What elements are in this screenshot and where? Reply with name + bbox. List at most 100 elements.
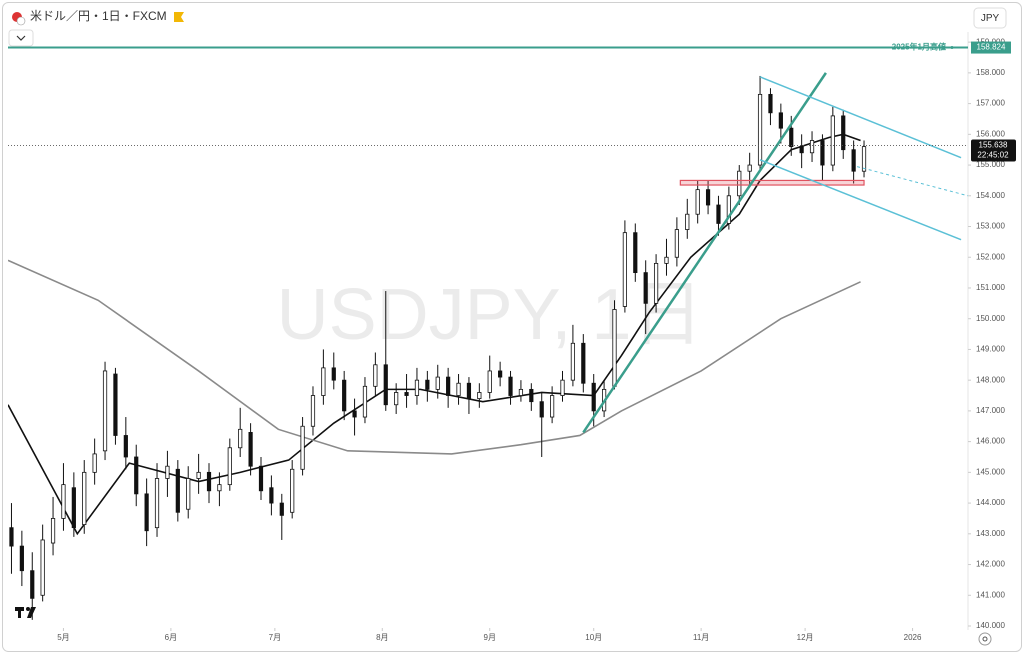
candle-body — [279, 502, 284, 516]
price-line-label: 2025年1月高値 — [892, 42, 946, 52]
candle-body — [248, 432, 253, 467]
candle-body — [747, 164, 752, 172]
candle-body — [258, 465, 264, 492]
candle-body — [300, 425, 305, 470]
y-tick-label: 142.000 — [976, 560, 1005, 569]
candle-body — [154, 478, 160, 529]
candle-body — [310, 395, 316, 427]
y-tick-label: 153.000 — [976, 222, 1005, 231]
candle-body — [633, 232, 638, 274]
candle-body — [113, 373, 118, 436]
candle-body — [71, 487, 76, 529]
y-tick-label: 150.000 — [976, 314, 1005, 323]
candle-body — [809, 140, 815, 154]
candle-body — [394, 392, 399, 406]
candle-body — [487, 370, 492, 393]
candle-body — [82, 471, 87, 525]
y-tick-label: 151.000 — [976, 283, 1005, 292]
candle-body — [789, 127, 794, 148]
candle-body — [581, 342, 586, 384]
candle-body — [508, 376, 513, 396]
candle-body — [841, 115, 846, 151]
candle-body — [238, 428, 243, 449]
x-tick-label: 9月 — [484, 633, 496, 642]
candle-body — [40, 539, 45, 596]
price-badge-value: 158.824 — [977, 43, 1006, 52]
candle-body — [529, 388, 534, 403]
candle-body — [643, 272, 648, 304]
logo-part — [18, 607, 21, 618]
settings-button[interactable] — [978, 632, 992, 646]
candle-body — [227, 447, 232, 486]
chevron — [16, 35, 26, 41]
candle-body — [9, 527, 14, 547]
last-price-value: 155.638 — [979, 141, 1008, 150]
candle-body — [456, 382, 461, 396]
candle-body — [851, 149, 856, 172]
candle-body — [518, 388, 524, 396]
flag-marker — [174, 12, 184, 22]
candle-body — [19, 545, 24, 572]
candle-body — [352, 410, 357, 418]
y-tick-label: 147.000 — [976, 406, 1005, 415]
candle-body — [404, 392, 409, 396]
x-tick-label: 5月 — [57, 633, 69, 642]
y-tick-label: 143.000 — [976, 529, 1005, 538]
trend-line — [759, 76, 962, 159]
candle-body — [498, 370, 503, 378]
candle-body — [778, 112, 783, 129]
candle-body — [539, 401, 544, 418]
y-tick-label: 158.000 — [976, 68, 1005, 77]
x-tick-label: 11月 — [693, 633, 709, 642]
symbol-title: 米ドル／円・1日・FXCM — [30, 9, 167, 23]
candle-body — [830, 115, 835, 166]
candle-body — [342, 379, 347, 412]
candle-body — [144, 493, 149, 532]
y-tick-label: 149.000 — [976, 345, 1005, 354]
candle-body — [362, 385, 368, 418]
settings-icon — [982, 636, 988, 642]
candle-body — [820, 140, 825, 166]
trend-line — [856, 166, 968, 197]
candle-body — [570, 342, 576, 381]
collapse-button[interactable] — [8, 29, 34, 47]
last-price-badge — [971, 139, 1016, 162]
candle-body — [383, 364, 388, 406]
candle-body — [768, 93, 773, 114]
candle-body — [737, 170, 742, 197]
candle-body — [685, 213, 690, 230]
candle-body — [373, 364, 378, 387]
logo-part — [26, 607, 30, 611]
candle-body — [165, 465, 170, 479]
candle-body — [92, 453, 97, 473]
trend-line — [759, 159, 962, 241]
candle-body — [716, 204, 721, 224]
flag-icon — [16, 16, 26, 26]
candle-body — [435, 376, 440, 390]
y-tick-label: 144.000 — [976, 498, 1005, 507]
candle-body — [186, 478, 191, 510]
x-tick-label: 10月 — [585, 633, 602, 642]
candle-body — [861, 146, 867, 172]
candle-body — [321, 367, 326, 396]
candle-body — [560, 379, 565, 396]
y-tick-label: 156.000 — [976, 129, 1005, 138]
last-price-time: 22:45:02 — [977, 151, 1009, 160]
candle-body — [695, 189, 700, 215]
candle-body — [757, 93, 763, 166]
candle-body — [331, 367, 336, 381]
currency-button[interactable] — [973, 7, 1007, 29]
plot — [8, 72, 968, 620]
currency: JPY — [981, 13, 1000, 24]
candle-body — [50, 518, 56, 544]
x-tick-label: 8月 — [376, 633, 388, 642]
candle-body — [30, 570, 35, 599]
x-tick-label: 12月 — [797, 633, 814, 642]
candle-body — [705, 189, 711, 206]
candle-body — [196, 471, 201, 479]
y-tick-label: 140.000 — [976, 621, 1005, 630]
candle-body — [674, 229, 679, 258]
price-badge — [971, 41, 1011, 54]
candle-body — [175, 468, 180, 513]
